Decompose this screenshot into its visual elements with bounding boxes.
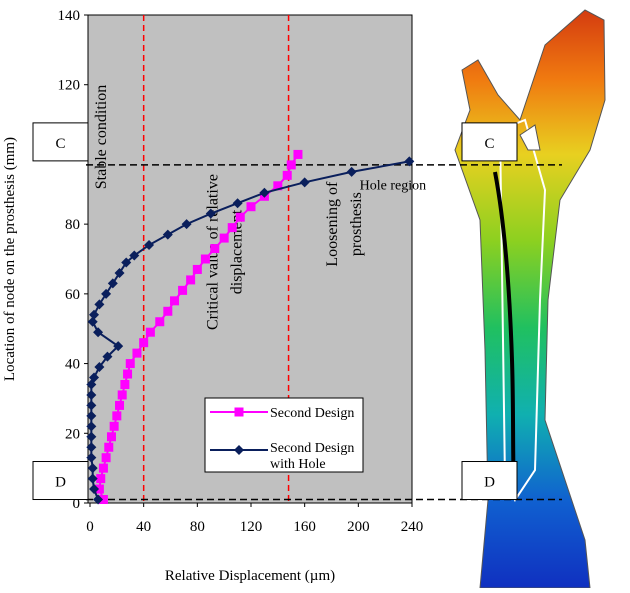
point xyxy=(132,349,141,358)
reference-label: C xyxy=(55,136,65,152)
legend: Second Design Second Design with Hole xyxy=(205,398,363,481)
legend-label: Second Design with Hole xyxy=(270,441,362,473)
point xyxy=(118,390,127,399)
x-tick-label: 80 xyxy=(190,519,205,535)
annotation: prosthesis xyxy=(348,192,365,256)
point xyxy=(228,223,237,232)
reference-label: D xyxy=(55,475,66,491)
point xyxy=(293,150,302,159)
x-tick-label: 120 xyxy=(240,519,263,535)
legend-marker xyxy=(235,408,244,417)
x-tick-label: 160 xyxy=(293,519,316,535)
point xyxy=(247,202,256,211)
point xyxy=(112,411,121,420)
x-tick-label: 200 xyxy=(347,519,370,535)
point xyxy=(102,453,111,462)
chart: Location of node on the prosthesis (mm) … xyxy=(0,0,630,588)
x-tick-label: 0 xyxy=(86,519,94,535)
legend-label: Second Design xyxy=(270,406,354,421)
point xyxy=(99,464,108,473)
point xyxy=(186,275,195,284)
point xyxy=(146,328,155,337)
y-tick-label: 120 xyxy=(58,78,81,94)
legend-wrap: Second Design with Hole xyxy=(270,441,362,481)
x-tick-label: 240 xyxy=(401,519,424,535)
point xyxy=(120,380,129,389)
annotation: Loosening of xyxy=(324,181,341,267)
y-tick-label: 60 xyxy=(65,287,80,303)
annotation: Hole region xyxy=(360,178,426,193)
reference-label: D xyxy=(484,475,495,491)
point xyxy=(126,359,135,368)
x-axis-label: Relative Displacement (µm) xyxy=(165,568,335,584)
point xyxy=(236,213,245,222)
y-tick-label: 140 xyxy=(58,8,81,24)
point xyxy=(283,171,292,180)
point xyxy=(155,317,164,326)
y-tick-label: 80 xyxy=(65,217,80,233)
point xyxy=(110,422,119,431)
point xyxy=(123,370,132,379)
y-tick-label: 40 xyxy=(65,357,80,373)
fea-image xyxy=(455,10,605,588)
point xyxy=(201,255,210,264)
x-tick-label: 40 xyxy=(136,519,151,535)
point xyxy=(178,286,187,295)
point xyxy=(163,307,172,316)
point xyxy=(220,234,229,243)
point xyxy=(107,432,116,441)
point xyxy=(210,244,219,253)
reference-label: C xyxy=(484,136,494,152)
annotation: Stable condition xyxy=(93,85,110,189)
y-tick-label: 20 xyxy=(65,426,80,442)
point xyxy=(287,160,296,169)
point xyxy=(115,401,124,410)
y-axis-label: Location of node on the prosthesis (mm) xyxy=(2,137,18,381)
point xyxy=(139,338,148,347)
point xyxy=(193,265,202,274)
point xyxy=(170,296,179,305)
point xyxy=(104,443,113,452)
